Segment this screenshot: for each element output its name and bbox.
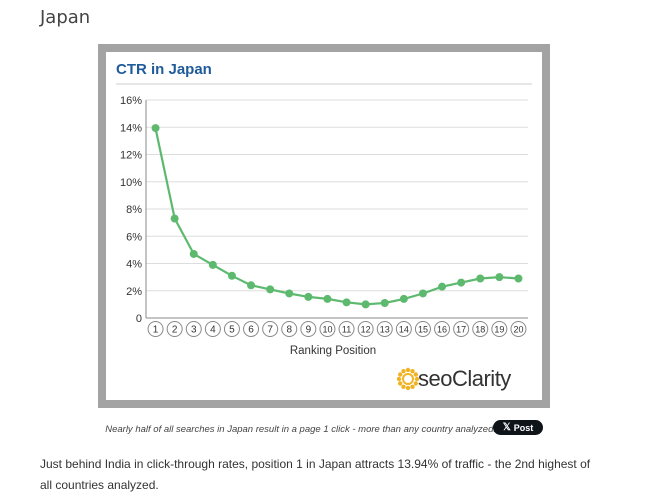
data-point xyxy=(514,274,523,283)
y-tick-label: 0 xyxy=(136,313,142,325)
data-point xyxy=(208,260,217,269)
x-tick-label: 6 xyxy=(248,325,254,336)
x-tick-label: 5 xyxy=(229,325,235,336)
data-point xyxy=(361,300,370,309)
x-tick-circle xyxy=(414,321,431,337)
data-point xyxy=(457,278,466,287)
x-tick-circle xyxy=(338,321,355,337)
x-tick-circle xyxy=(223,321,240,337)
x-tick-label: 7 xyxy=(267,325,273,336)
chart-title: CTR in Japan xyxy=(116,61,212,78)
x-tick-label: 19 xyxy=(494,325,504,335)
body-paragraph: Just behind India in click-through rates… xyxy=(40,457,591,492)
x-tick-label: 18 xyxy=(475,325,485,335)
x-tick-circle xyxy=(357,321,374,337)
seoclarity-logo: seoClarity xyxy=(396,366,512,391)
data-point xyxy=(438,282,447,291)
data-point xyxy=(418,289,427,298)
x-tick-circle xyxy=(262,321,279,337)
y-tick-label: 8% xyxy=(126,204,142,216)
post-label: Post xyxy=(513,422,534,433)
x-tick-circle xyxy=(185,321,202,337)
x-tick-label: 8 xyxy=(286,325,292,336)
data-point xyxy=(476,274,485,283)
y-tick-label: 16% xyxy=(120,95,142,107)
data-point xyxy=(323,294,332,303)
x-tick-circle xyxy=(319,321,336,337)
data-point xyxy=(227,271,236,280)
data-point xyxy=(304,292,313,301)
sun-logo-icon xyxy=(396,367,420,391)
data-point xyxy=(266,285,275,294)
x-tick-label: 13 xyxy=(380,325,390,335)
x-tick-circle xyxy=(147,321,164,337)
x-tick-label: 15 xyxy=(418,325,428,335)
x-tick-label: 2 xyxy=(172,325,178,336)
x-tick-circle xyxy=(166,321,183,337)
y-tick-label: 10% xyxy=(120,177,142,189)
x-tick-label: 12 xyxy=(361,325,371,335)
section-title: Japan xyxy=(40,7,91,28)
x-tick-label: 9 xyxy=(306,325,312,336)
x-tick-label: 1 xyxy=(153,325,159,336)
y-tick-label: 4% xyxy=(126,259,142,271)
x-tick-label: 4 xyxy=(210,325,216,336)
x-tick-label: 17 xyxy=(456,325,466,335)
x-tick-circle xyxy=(376,321,393,337)
data-point xyxy=(247,281,256,290)
logo-text: seoClarity xyxy=(418,366,511,391)
x-tick-label: 16 xyxy=(437,325,447,335)
x-tick-circle xyxy=(453,321,470,337)
chart-caption: Nearly half of all searches in Japan res… xyxy=(105,424,496,435)
data-point xyxy=(151,124,160,133)
data-point xyxy=(189,249,198,258)
x-tick-label: 10 xyxy=(322,325,332,335)
x-axis-label: Ranking Position xyxy=(290,345,376,357)
data-point xyxy=(399,294,408,303)
x-tick-circle xyxy=(434,321,451,337)
x-post-button[interactable]: 𝕏 Post xyxy=(493,420,543,435)
x-tick-circle xyxy=(204,321,221,337)
y-tick-label: 14% xyxy=(120,122,142,134)
data-point xyxy=(285,289,294,298)
x-tick-circle xyxy=(300,321,317,337)
data-point xyxy=(495,273,504,282)
x-tick-label: 3 xyxy=(191,325,197,336)
x-tick-circle xyxy=(243,321,260,337)
y-tick-label: 12% xyxy=(120,150,142,162)
x-tick-circle xyxy=(281,321,298,337)
x-tick-circle xyxy=(510,321,527,337)
data-point xyxy=(170,214,179,223)
x-tick-label: 14 xyxy=(399,325,409,335)
data-point xyxy=(380,299,389,308)
x-tick-label: 11 xyxy=(342,325,351,335)
y-tick-label: 2% xyxy=(126,286,142,298)
y-tick-label: 6% xyxy=(126,231,142,243)
x-tick-circle xyxy=(395,321,412,337)
x-logo-icon: 𝕏 xyxy=(502,422,511,433)
data-point xyxy=(342,298,351,307)
x-tick-circle xyxy=(472,321,489,337)
x-tick-label: 20 xyxy=(513,325,523,335)
x-tick-circle xyxy=(491,321,508,337)
